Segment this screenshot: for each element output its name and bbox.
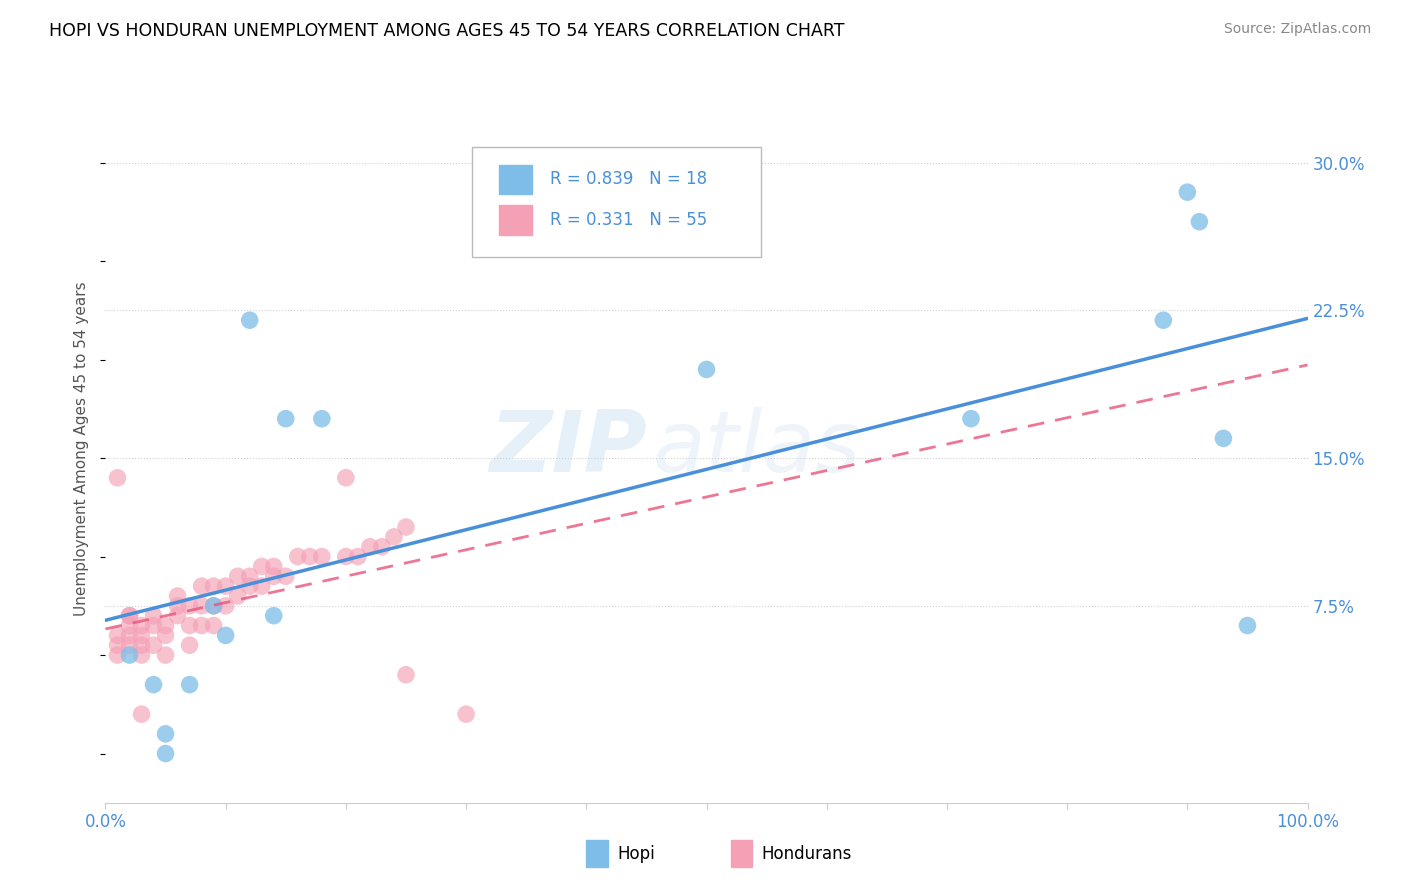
Point (202, 599, 225, 613)
Point (287, 549, 309, 564)
Point (456, 707, 478, 722)
Point (298, 549, 321, 564)
Point (179, 618, 201, 632)
Point (214, 579, 236, 593)
Point (202, 618, 225, 632)
Text: atlas: atlas (652, 407, 860, 490)
Point (347, 549, 370, 564)
Point (335, 549, 357, 564)
Point (118, 628, 141, 642)
Point (142, 638, 165, 652)
Text: HOPI VS HONDURAN UNEMPLOYMENT AMONG AGES 45 TO 54 YEARS CORRELATION CHART: HOPI VS HONDURAN UNEMPLOYMENT AMONG AGES… (49, 22, 845, 40)
Text: R = 0.331   N = 55: R = 0.331 N = 55 (550, 211, 707, 229)
Point (359, 540, 381, 554)
Point (155, 628, 177, 642)
Point (118, 648, 141, 662)
Point (179, 638, 201, 652)
Point (179, 599, 201, 613)
Point (166, 608, 188, 623)
Point (274, 569, 297, 583)
Point (107, 648, 129, 662)
Point (155, 648, 177, 662)
FancyBboxPatch shape (472, 147, 761, 257)
Point (107, 628, 129, 642)
Point (118, 618, 141, 632)
Point (155, 618, 177, 632)
Point (118, 608, 141, 623)
Point (118, 608, 141, 623)
Point (131, 638, 153, 652)
Point (263, 559, 285, 574)
Point (118, 638, 141, 652)
Point (311, 411, 333, 425)
Point (107, 471, 129, 485)
Point (1212, 431, 1234, 445)
Point (131, 648, 153, 662)
Point (226, 589, 249, 603)
Point (214, 628, 236, 642)
Point (274, 411, 297, 425)
Point (263, 569, 285, 583)
Point (202, 579, 225, 593)
Point (239, 313, 262, 327)
Point (190, 618, 212, 632)
Text: Hopi: Hopi (617, 845, 655, 863)
Point (335, 471, 357, 485)
Point (1236, 618, 1258, 632)
Text: R = 0.839   N = 18: R = 0.839 N = 18 (550, 170, 707, 188)
Point (382, 530, 405, 544)
Point (142, 608, 165, 623)
Point (142, 678, 165, 692)
Point (239, 569, 262, 583)
Point (1177, 185, 1199, 199)
Bar (731, 840, 752, 867)
Point (395, 520, 418, 534)
Point (226, 569, 249, 583)
Point (166, 589, 188, 603)
Point (131, 628, 153, 642)
Point (960, 411, 983, 425)
Point (190, 579, 212, 593)
Point (202, 599, 225, 613)
Point (131, 707, 153, 722)
Point (1152, 313, 1174, 327)
Point (263, 608, 285, 623)
Text: Hondurans: Hondurans (762, 845, 852, 863)
Text: ZIP: ZIP (489, 407, 647, 490)
Y-axis label: Unemployment Among Ages 45 to 54 years: Unemployment Among Ages 45 to 54 years (75, 281, 90, 615)
Point (1188, 215, 1211, 229)
Point (190, 599, 212, 613)
Point (696, 362, 718, 376)
Point (107, 638, 129, 652)
Bar (586, 840, 607, 867)
Point (131, 618, 153, 632)
Bar (499, 164, 533, 194)
Point (179, 678, 201, 692)
Point (166, 599, 188, 613)
Point (395, 667, 418, 681)
Point (214, 599, 236, 613)
Point (155, 727, 177, 741)
Text: Source: ZipAtlas.com: Source: ZipAtlas.com (1223, 22, 1371, 37)
Bar (499, 205, 533, 235)
Point (250, 559, 273, 574)
Point (155, 747, 177, 761)
Point (311, 549, 333, 564)
Point (250, 579, 273, 593)
Point (371, 540, 394, 554)
Point (142, 618, 165, 632)
Point (239, 579, 262, 593)
